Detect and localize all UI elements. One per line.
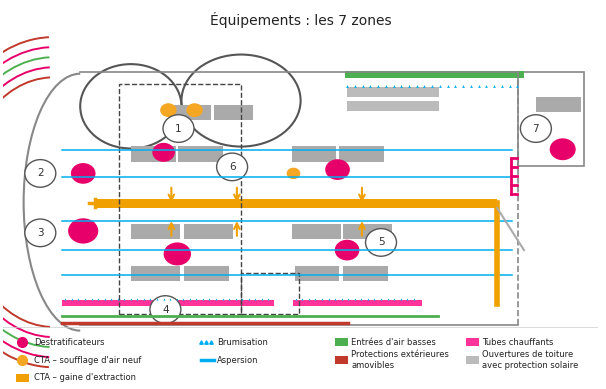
Bar xyxy=(179,146,223,162)
Ellipse shape xyxy=(68,218,98,244)
Text: Tubes chauffants: Tubes chauffants xyxy=(482,338,554,347)
Bar xyxy=(335,356,348,364)
Text: 4: 4 xyxy=(162,305,168,315)
Bar xyxy=(339,146,384,162)
Ellipse shape xyxy=(71,163,96,184)
Ellipse shape xyxy=(325,159,350,180)
Bar xyxy=(345,71,524,77)
Bar xyxy=(95,199,497,208)
Bar xyxy=(131,146,176,162)
Bar xyxy=(215,105,253,120)
Text: 1: 1 xyxy=(175,124,182,133)
Bar xyxy=(291,224,341,238)
Bar xyxy=(335,338,348,346)
Text: 5: 5 xyxy=(378,237,384,247)
Text: Équipements : les 7 zones: Équipements : les 7 zones xyxy=(210,12,391,28)
Ellipse shape xyxy=(550,138,576,160)
Text: Ouvertures de toiture
avec protection solaire: Ouvertures de toiture avec protection so… xyxy=(482,350,579,370)
Ellipse shape xyxy=(287,168,301,179)
Bar xyxy=(295,266,339,281)
Bar xyxy=(119,84,241,314)
Bar xyxy=(16,374,29,382)
Ellipse shape xyxy=(163,115,194,142)
Ellipse shape xyxy=(335,240,359,261)
Ellipse shape xyxy=(365,229,396,256)
Bar xyxy=(293,300,422,307)
Text: Entrées d'air basses: Entrées d'air basses xyxy=(351,338,436,347)
Bar xyxy=(518,72,584,166)
Bar xyxy=(184,266,229,281)
Bar xyxy=(131,266,180,281)
Text: Aspersion: Aspersion xyxy=(217,356,259,364)
Bar xyxy=(347,101,439,111)
Text: Destratificateurs: Destratificateurs xyxy=(34,338,104,347)
Ellipse shape xyxy=(521,115,551,142)
Text: Brumisation: Brumisation xyxy=(217,338,268,347)
Bar xyxy=(344,224,392,238)
Bar xyxy=(241,273,299,314)
Ellipse shape xyxy=(25,159,56,187)
Bar xyxy=(291,146,336,162)
Bar xyxy=(62,300,274,307)
Text: CTA – gaine d'extraction: CTA – gaine d'extraction xyxy=(34,373,136,382)
Ellipse shape xyxy=(152,143,175,162)
Bar xyxy=(465,338,479,346)
Text: 3: 3 xyxy=(37,228,44,238)
Ellipse shape xyxy=(160,103,176,117)
Text: 7: 7 xyxy=(533,124,539,133)
Bar xyxy=(131,224,180,238)
Ellipse shape xyxy=(216,153,248,181)
Bar xyxy=(536,98,581,112)
Text: CTA – soufflage d'air neuf: CTA – soufflage d'air neuf xyxy=(34,356,141,364)
Ellipse shape xyxy=(187,103,203,117)
Text: Protections extérieures
amovibles: Protections extérieures amovibles xyxy=(351,350,449,370)
Text: 6: 6 xyxy=(229,162,235,172)
Ellipse shape xyxy=(164,242,191,265)
Bar xyxy=(344,266,388,281)
Text: 2: 2 xyxy=(37,168,44,179)
Bar xyxy=(173,105,211,120)
Bar xyxy=(184,224,233,238)
Ellipse shape xyxy=(150,296,181,323)
Bar xyxy=(347,87,439,97)
Ellipse shape xyxy=(25,219,56,247)
Bar xyxy=(465,356,479,364)
